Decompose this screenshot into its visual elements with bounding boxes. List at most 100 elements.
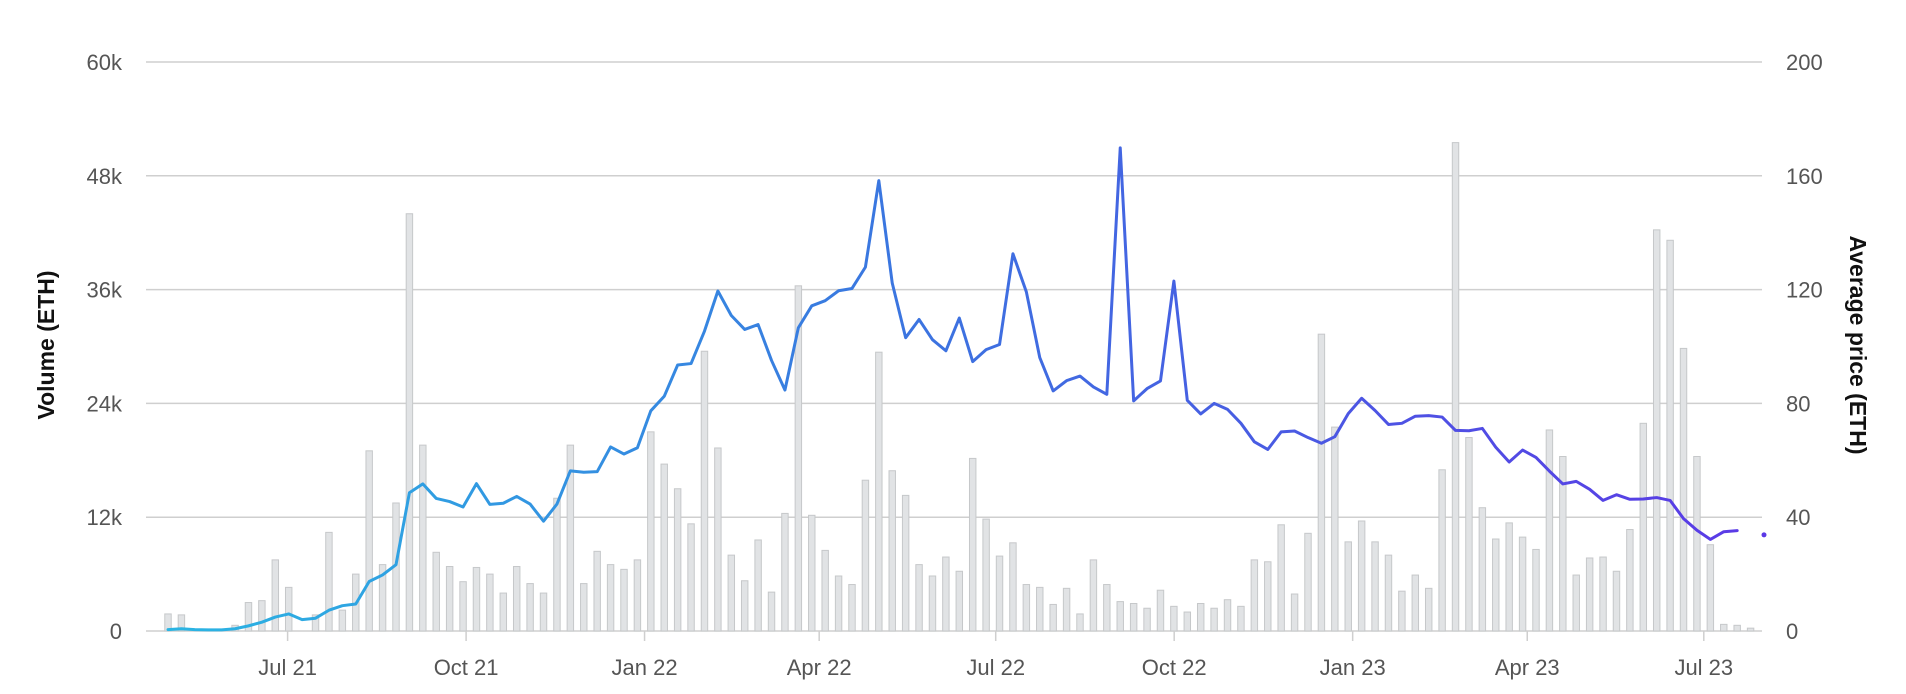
volume-bar	[1518, 536, 1527, 632]
volume-bar	[1170, 605, 1178, 632]
volume-bar	[633, 559, 642, 632]
volume-bar	[942, 556, 950, 632]
volume-bar	[1264, 561, 1272, 632]
volume-bar	[405, 213, 414, 632]
volume-bar	[1411, 574, 1420, 632]
x-axis-ticks: Jul 21 Oct 21 Jan 22 Apr 22 Jul 22 Oct 22 Jan …	[258, 631, 1733, 680]
volume-bar	[1398, 590, 1406, 632]
volume-bar	[794, 285, 803, 632]
volume-bar	[1505, 522, 1513, 632]
volume-bar	[848, 584, 856, 632]
volume-bar	[727, 554, 736, 632]
volume-bar	[955, 570, 964, 632]
volume-bar	[1317, 333, 1326, 632]
volume-bar	[1478, 507, 1487, 632]
volume-bar	[1277, 524, 1285, 632]
right-tick-label: 200	[1786, 50, 1823, 75]
volume-bar	[445, 566, 454, 632]
volume-bar	[928, 575, 937, 632]
volume-bar	[1492, 538, 1500, 632]
volume-bar	[1572, 574, 1580, 632]
volume-bar	[499, 592, 508, 632]
volume-bar	[660, 463, 668, 632]
volume-bar	[1103, 584, 1111, 632]
x-tick-label: Jul 22	[966, 655, 1025, 680]
volume-bar	[1183, 611, 1192, 632]
volume-bar	[1009, 542, 1017, 632]
volume-bar	[553, 497, 561, 632]
left-tick-label: 24k	[87, 391, 123, 416]
volume-bar	[432, 551, 440, 632]
left-tick-label: 48k	[87, 164, 123, 189]
volume-bar	[1424, 587, 1433, 632]
volume-bar	[365, 450, 373, 632]
volume-bar	[687, 523, 695, 632]
volume-bars	[164, 142, 1755, 632]
volume-bar	[1223, 599, 1232, 632]
volume-bar	[1076, 613, 1084, 632]
volume-bar	[875, 351, 883, 632]
volume-bar	[606, 564, 615, 632]
volume-bar	[700, 350, 709, 632]
volume-bar	[419, 444, 427, 632]
volume-bar	[834, 575, 843, 632]
volume-bar	[995, 555, 1004, 632]
volume-bar	[714, 447, 722, 632]
volume-bar	[472, 566, 481, 632]
volume-bar	[1143, 607, 1151, 632]
volume-bar	[1451, 142, 1460, 632]
volume-bar	[1022, 584, 1031, 632]
x-tick-label: Jan 23	[1320, 655, 1386, 680]
right-tick-label: 160	[1786, 164, 1823, 189]
right-axis-ticks: 0 40 80 120 160 200	[1786, 50, 1823, 644]
volume-bar	[808, 514, 816, 632]
volume-bar	[1344, 541, 1352, 632]
volume-bar	[901, 494, 910, 632]
volume-bar	[1532, 548, 1540, 632]
volume-bar	[1693, 456, 1701, 632]
volume-bar	[821, 549, 829, 632]
volume-bar	[539, 592, 548, 632]
volume-bar	[459, 581, 467, 632]
volume-bar	[1237, 605, 1245, 632]
volume-bar	[1250, 559, 1259, 632]
volume-bar	[1733, 624, 1741, 632]
volume-bar	[740, 580, 749, 632]
volume-bar	[566, 444, 575, 632]
volume-bar	[486, 573, 494, 632]
volume-bar	[1679, 347, 1688, 632]
volume-bar	[915, 564, 923, 632]
volume-bar	[1706, 544, 1715, 632]
volume-bar	[177, 614, 186, 632]
volume-bar	[1304, 532, 1312, 632]
volume-bar	[526, 583, 534, 632]
x-tick-label: Jan 22	[612, 655, 678, 680]
volume-bar	[647, 431, 655, 632]
volume-bar	[338, 609, 347, 632]
volume-bar	[1196, 602, 1205, 632]
volume-bar	[1666, 239, 1674, 632]
volume-bar	[620, 568, 628, 632]
left-tick-label: 36k	[87, 278, 123, 303]
volume-bar	[1612, 570, 1621, 632]
price-line-segment	[166, 146, 1739, 632]
volume-bar	[1036, 586, 1044, 632]
volume-bar	[1545, 429, 1554, 632]
x-tick-label: Jul 21	[258, 655, 317, 680]
x-tick-label: Apr 23	[1495, 655, 1560, 680]
volume-bar	[1438, 469, 1446, 632]
volume-bar	[1585, 557, 1594, 632]
left-axis-ticks: 0 12k 24k 36k 48k 60k	[87, 50, 123, 644]
volume-bar	[1465, 437, 1473, 632]
volume-bar	[1129, 602, 1138, 632]
volume-bar	[378, 564, 387, 632]
volume-bar	[1746, 627, 1755, 632]
left-tick-label: 60k	[87, 50, 123, 75]
volume-bar	[1089, 559, 1098, 632]
volume-bar	[1210, 607, 1218, 632]
volume-bar	[1371, 541, 1379, 632]
volume-bar	[284, 586, 293, 632]
left-axis-title: Volume (ETH)	[33, 270, 59, 419]
